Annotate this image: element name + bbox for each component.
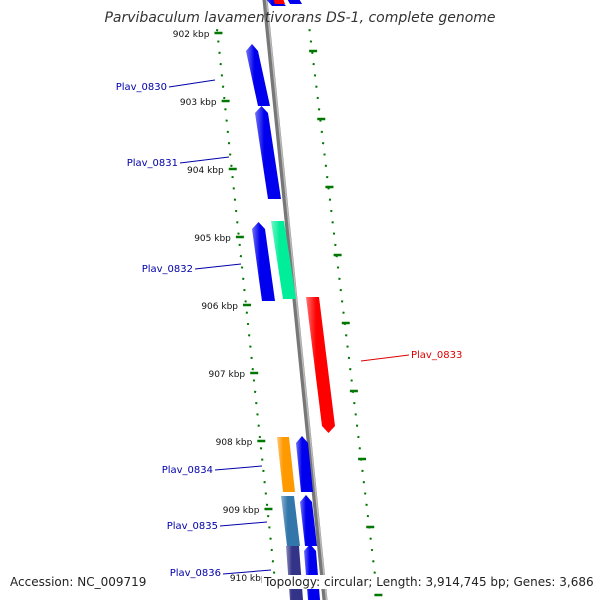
gene-arrow [286,546,303,600]
accession-text: Accession: NC_009719 [8,575,148,589]
gene-arrow [252,222,275,301]
kbp-tick-label: 906 kbp [201,302,238,312]
gene-label-leader [169,80,215,87]
gene-label: Plav_0834 [162,465,213,476]
kbp-tick-label: 903 kbp [180,98,217,108]
gene-arrow [304,544,320,600]
topology-text: Topology: circular; Length: 3,914,745 bp… [262,575,596,589]
kbp-tick-label: 909 kbp [223,506,260,516]
kbp-tick-label: 907 kbp [208,370,245,380]
gene-label-leader [361,355,409,361]
kbp-tick-label: 902 kbp [173,30,210,40]
gene-label: Plav_0832 [142,264,193,275]
gene-arrow [306,297,335,433]
gene-label: Plav_0831 [127,158,178,169]
gene-label-leader [220,522,267,526]
gene-label-leader [215,466,262,470]
gene-arrow [246,44,270,106]
kbp-tick-label: 904 kbp [187,166,224,176]
gene-label: Plav_0833 [411,350,462,361]
map-title: Parvibaculum lavamentivorans DS-1, compl… [0,10,600,26]
gene-label-leader [195,264,241,269]
gene-label: Plav_0836 [170,568,221,579]
gene-arrow [282,0,302,4]
gene-arrow [281,496,300,546]
kbp-tick-label: 905 kbp [194,234,231,244]
gene-label: Plav_0830 [116,82,167,93]
gene-label-leader [180,157,229,163]
gene-label: Plav_0835 [167,521,218,532]
kbp-tick-label: 908 kbp [216,438,253,448]
gene-arrow [277,437,295,492]
